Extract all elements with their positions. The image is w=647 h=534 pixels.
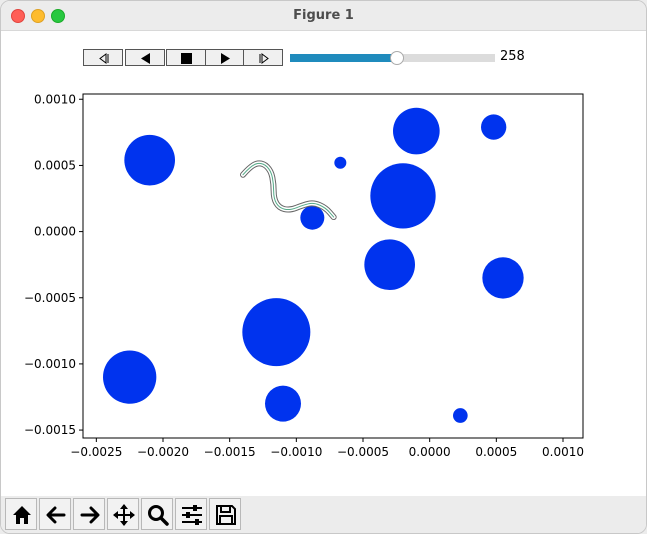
navigation-toolbar [1,496,646,533]
scatter-point [300,205,325,230]
home-icon [13,506,31,524]
y-tick-label: −0.0005 [24,291,76,305]
scatter-plot: −0.0025 −0.0020 −0.0015 −0.0010 −0.0005 0.000… [24,92,584,459]
last-frame-button[interactable] [243,49,283,66]
zoom-button[interactable] [141,498,173,530]
step-back-button[interactable] [125,49,165,66]
x-tick-label: 0.0010 [542,445,584,459]
skip-back-icon [99,53,109,64]
y-tick-label: 0.0010 [34,92,76,106]
play-icon [221,53,230,64]
close-window-button[interactable] [11,9,25,23]
window-title: Figure 1 [293,8,354,23]
arrow-right-icon [80,506,100,524]
move-icon [113,504,135,526]
back-button[interactable] [39,498,71,530]
scatter-point [453,408,468,423]
frame-slider[interactable] [290,48,495,68]
x-tick-label: −0.0020 [137,445,189,459]
minimize-window-button[interactable] [31,9,45,23]
x-tick-label: −0.0010 [270,445,322,459]
y-tick-label: −0.0015 [24,423,76,437]
stop-icon [181,53,192,64]
magnifier-icon [148,505,169,526]
scatter-point [364,239,415,291]
scatter-point [265,385,301,422]
scatter-point [393,107,440,155]
axes-frame [82,93,584,439]
sliders-icon [182,505,202,525]
maximize-window-button[interactable] [51,9,65,23]
frame-number: 258 [500,49,525,64]
slider-handle[interactable] [389,51,404,65]
y-tick-label: 0.0000 [34,225,76,239]
arrow-left-icon [46,506,66,524]
scatter-point [242,298,311,367]
y-tick-label: −0.0010 [24,357,76,371]
home-button[interactable] [5,498,37,530]
x-tick-label: −0.0025 [70,445,122,459]
scatter-point [482,257,524,299]
save-button[interactable] [209,498,241,530]
x-tick-label: 0.0000 [409,445,451,459]
worm-centerline [242,162,335,218]
skip-forward-icon [259,53,269,64]
forward-button[interactable] [73,498,105,530]
scatter-point [103,350,157,404]
first-frame-button[interactable] [83,49,123,66]
slider-fill [290,54,397,62]
configure-subplots-button[interactable] [175,498,207,530]
scatter-point [481,114,507,140]
save-icon [216,505,236,525]
scatter-point [334,156,347,169]
scatter-point [124,134,175,186]
x-tick-label: −0.0005 [337,445,389,459]
pan-button[interactable] [107,498,139,530]
x-tick-label: −0.0015 [204,445,256,459]
y-tick-label: 0.0005 [34,158,76,172]
play-reverse-icon [141,53,150,64]
x-tick-label: 0.0005 [475,445,517,459]
scatter-point [370,163,436,229]
title-bar: Figure 1 [1,1,646,31]
play-button[interactable] [205,49,245,66]
